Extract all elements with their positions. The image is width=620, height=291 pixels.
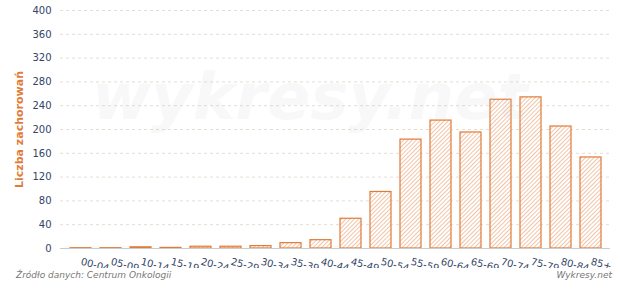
svg-text:80-84: 80-84 bbox=[560, 256, 591, 268]
svg-text:40: 40 bbox=[39, 219, 52, 230]
svg-text:0: 0 bbox=[45, 243, 51, 254]
svg-text:00-04: 00-04 bbox=[80, 256, 111, 268]
svg-text:280: 280 bbox=[32, 76, 51, 87]
svg-text:85+: 85+ bbox=[590, 256, 613, 268]
svg-text:400: 400 bbox=[32, 5, 51, 16]
svg-text:360: 360 bbox=[32, 29, 51, 40]
svg-text:200: 200 bbox=[32, 124, 51, 135]
html-text:Źródło danych: Centrum Onkolog: Źródło danych: Centrum Onkologii bbox=[16, 270, 172, 280]
svg-text:15-19: 15-19 bbox=[170, 256, 201, 268]
svg-text:55-59: 55-59 bbox=[410, 256, 441, 268]
svg-text:75-79: 75-79 bbox=[530, 256, 561, 268]
svg-text:30-34: 30-34 bbox=[260, 256, 291, 268]
svg-text:80: 80 bbox=[39, 195, 52, 206]
html-text:wykresy.net: wykresy.net bbox=[91, 60, 529, 134]
svg-text:Liczba zachorowań: Liczba zachorowań bbox=[13, 71, 26, 188]
svg-text:120: 120 bbox=[32, 171, 51, 182]
svg-text:240: 240 bbox=[32, 100, 51, 111]
svg-text:70-74: 70-74 bbox=[500, 256, 531, 268]
svg-text:35-39: 35-39 bbox=[290, 256, 321, 268]
svg-text:60-64: 60-64 bbox=[440, 256, 471, 268]
svg-text:10-14: 10-14 bbox=[140, 256, 171, 268]
svg-text:160: 160 bbox=[32, 148, 51, 159]
svg-text:25-29: 25-29 bbox=[230, 256, 261, 268]
svg-text:50-54: 50-54 bbox=[380, 256, 411, 268]
svg-text:45-49: 45-49 bbox=[350, 256, 381, 268]
svg-text:65-69: 65-69 bbox=[470, 256, 501, 268]
svg-text:40-44: 40-44 bbox=[320, 256, 351, 268]
svg-text:20-24: 20-24 bbox=[200, 256, 231, 268]
html-text:Wykresy.net: Wykresy.net bbox=[556, 270, 612, 280]
svg-text:05-09: 05-09 bbox=[110, 256, 141, 268]
svg-text:320: 320 bbox=[32, 52, 51, 63]
